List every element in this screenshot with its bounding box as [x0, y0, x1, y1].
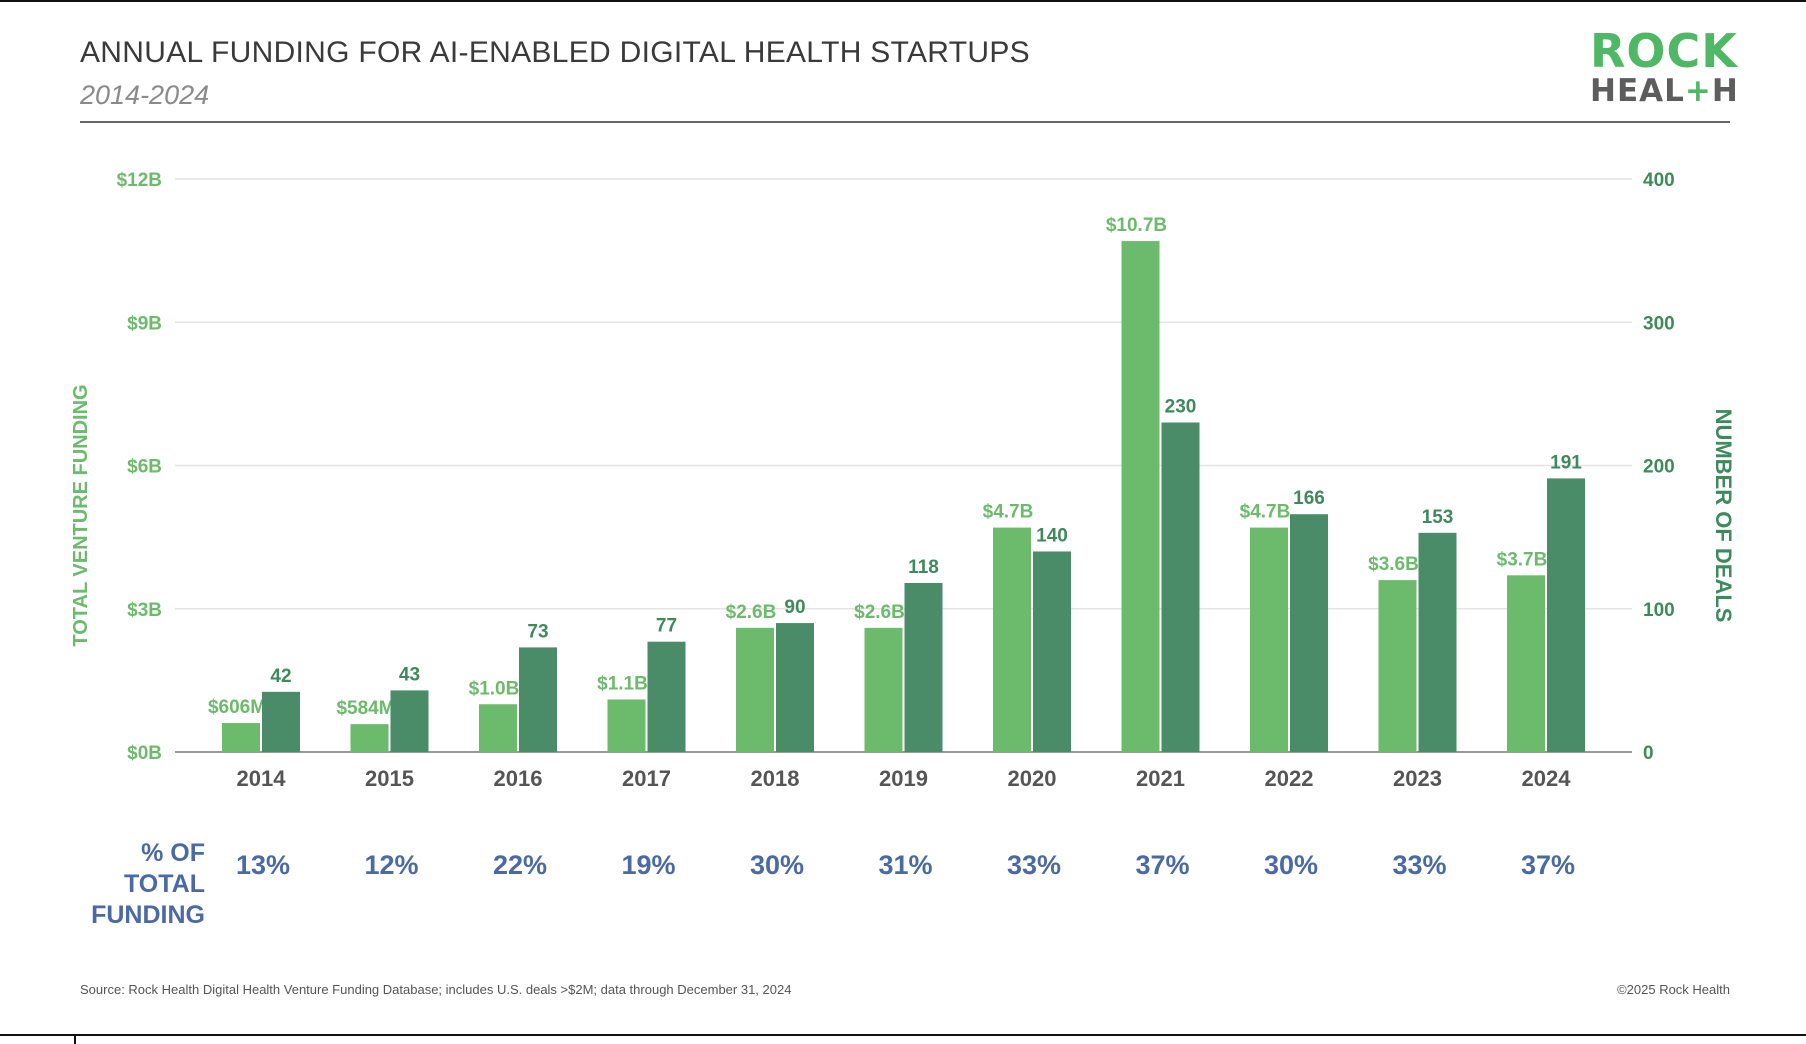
funding-value-label: $2.6B — [854, 602, 905, 623]
deals-value-label: 73 — [527, 621, 548, 642]
x-tick-label: 2022 — [1265, 766, 1314, 791]
logo-plus: + — [1684, 73, 1712, 109]
funding-bar — [1378, 580, 1417, 752]
chart-subtitle: 2014-2024 — [80, 80, 210, 110]
y-left-tick-label: $12B — [117, 170, 162, 191]
deals-value-label: 43 — [399, 664, 420, 685]
top-border — [0, 0, 1806, 2]
bottom-border — [0, 1034, 1806, 1036]
logo-bottom-a: HEAL — [1590, 73, 1685, 109]
y-right-tick-label: 400 — [1643, 170, 1675, 191]
deals-value-label: 230 — [1165, 397, 1197, 418]
funding-bar — [1250, 527, 1288, 752]
deals-value-label: 166 — [1293, 488, 1325, 509]
funding-bar — [222, 723, 260, 752]
percent-value: 37% — [1520, 850, 1576, 880]
logo-top-text: ROCK — [1590, 24, 1738, 78]
x-tick-label: 2024 — [1522, 766, 1572, 791]
deals-bar — [1161, 422, 1200, 752]
x-tick-label: 2016 — [494, 766, 543, 791]
y-left-tick-label: $0B — [127, 743, 162, 764]
deals-bar — [904, 582, 943, 752]
bottom-border-tick — [74, 1034, 76, 1044]
x-tick-label: 2023 — [1393, 766, 1442, 791]
funding-bar — [350, 724, 389, 752]
funding-value-label: $3.7B — [1497, 549, 1548, 570]
percent-row-label-line1: % OF TOTAL — [123, 839, 205, 898]
x-tick-label: 2019 — [879, 766, 928, 791]
percent-row-label: % OF TOTAL FUNDING — [55, 838, 205, 931]
percent-row-label-line2: FUNDING — [91, 901, 205, 929]
logo-bottom-text: HEAL+H — [1590, 73, 1738, 109]
x-tick-label: 2015 — [365, 766, 414, 791]
deals-value-label: 140 — [1036, 525, 1068, 546]
percent-value: 22% — [492, 850, 548, 880]
deals-bar — [776, 623, 814, 752]
deals-value-label: 77 — [656, 616, 677, 637]
deals-value-label: 191 — [1550, 452, 1582, 473]
funding-value-label: $4.7B — [1240, 502, 1291, 523]
funding-bar — [607, 699, 646, 752]
percent-value: 30% — [1263, 850, 1319, 880]
deals-bar — [1290, 514, 1328, 752]
deals-value-label: 153 — [1422, 507, 1454, 528]
funding-bar — [864, 627, 903, 752]
x-tick-label: 2017 — [622, 766, 671, 791]
x-tick-label: 2021 — [1136, 766, 1185, 791]
percent-value: 37% — [1135, 850, 1190, 880]
x-tick-label: 2020 — [1008, 766, 1057, 791]
deals-bar — [262, 691, 300, 752]
deals-value-label: 42 — [270, 666, 291, 687]
funding-bar — [1507, 575, 1545, 752]
deals-value-label: 90 — [784, 597, 805, 618]
logo-bottom-b: H — [1711, 73, 1739, 109]
funding-bar — [736, 627, 774, 752]
funding-value-label: $10.7B — [1106, 215, 1167, 236]
y-right-tick-label: 100 — [1643, 600, 1675, 621]
funding-value-label: $606M — [208, 697, 266, 718]
funding-bar — [993, 527, 1031, 752]
percent-value: 19% — [621, 850, 676, 880]
funding-value-label: $1.0B — [469, 678, 520, 699]
deals-bar — [390, 690, 429, 752]
y-right-tick-label: 300 — [1643, 313, 1675, 334]
x-tick-label: 2018 — [751, 766, 800, 791]
funding-value-label: $1.1B — [597, 673, 648, 694]
funding-value-label: $3.6B — [1368, 554, 1419, 575]
funding-value-label: $2.6B — [726, 602, 777, 623]
funding-value-label: $4.7B — [983, 502, 1034, 523]
percent-value: 33% — [1006, 850, 1062, 880]
deals-bar — [1547, 478, 1585, 752]
funding-bar — [479, 704, 517, 752]
source-note: Source: Rock Health Digital Health Ventu… — [80, 982, 792, 997]
y-left-tick-label: $3B — [127, 600, 162, 621]
percent-value: 31% — [878, 850, 933, 880]
deals-value-label: 118 — [908, 557, 939, 578]
funding-value-label: $584M — [336, 698, 394, 719]
x-tick-label: 2014 — [237, 766, 287, 791]
y-left-axis-title: TOTAL VENTURE FUNDING — [70, 384, 92, 646]
title-divider — [80, 121, 1730, 123]
y-left-tick-label: $9B — [127, 313, 162, 334]
percent-value: 13% — [235, 850, 291, 880]
funding-bar — [1121, 241, 1160, 752]
deals-bar — [519, 647, 557, 752]
deals-bar — [1418, 532, 1457, 752]
y-right-tick-label: 200 — [1643, 457, 1675, 478]
percent-value: 33% — [1392, 850, 1447, 880]
chart-title: ANNUAL FUNDING FOR AI-ENABLED DIGITAL HE… — [80, 36, 1030, 69]
y-left-tick-label: $6B — [127, 457, 162, 478]
y-right-axis-title: NUMBER OF DEALS — [1711, 409, 1736, 623]
deals-bar — [647, 641, 686, 752]
percent-value: 30% — [749, 850, 805, 880]
percent-value: 12% — [364, 850, 419, 880]
y-right-tick-label: 0 — [1643, 743, 1654, 764]
deals-bar — [1033, 551, 1071, 752]
copyright-note: ©2025 Rock Health — [1617, 982, 1730, 997]
rock-health-logo: ROCK HEAL+H — [1590, 24, 1738, 109]
